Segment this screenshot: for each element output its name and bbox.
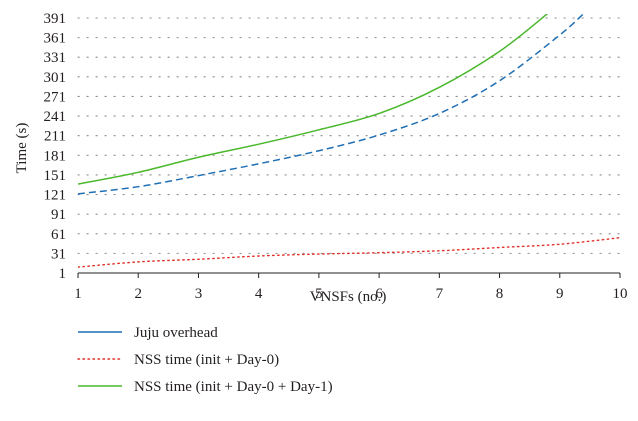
y-tick-label: 361 [44, 31, 67, 47]
y-tick-label: 121 [44, 188, 67, 204]
y-tick-label: 181 [44, 148, 67, 164]
x-axis-title: VNSFs (no.) [310, 289, 387, 305]
legend-label: NSS time (init + Day-0 + Day-1) [134, 379, 333, 395]
x-tick-label: 9 [556, 286, 564, 302]
series-line-3 [78, 14, 549, 185]
x-tick-label: 5 [315, 286, 323, 302]
series-line-2 [78, 236, 620, 268]
x-tick-label: 3 [195, 286, 203, 302]
x-tick-label: 10 [613, 286, 628, 302]
y-tick-label: 241 [44, 109, 67, 125]
y-tick-label: 301 [44, 70, 67, 86]
x-tick-label: 6 [375, 286, 383, 302]
y-axis: 1 31 61 91 121 151 181 211 241 271 301 331 361 391 [44, 11, 67, 282]
y-tick-label: 1 [59, 266, 67, 282]
series-group [78, 14, 620, 268]
y-tick-label: 391 [44, 11, 67, 27]
grid [77, 17, 621, 254]
y-tick-label: 151 [44, 168, 67, 184]
legend: Juju overhead NSS time (init + Day-0) NSS … [77, 325, 333, 395]
x-tick-label: 7 [436, 286, 444, 302]
y-tick-label: 271 [44, 89, 67, 105]
x-tick-label: 2 [134, 286, 142, 302]
y-tick-label: 31 [51, 246, 66, 262]
x-tick-label: 1 [74, 286, 82, 302]
y-tick-label: 211 [44, 129, 66, 145]
x-tick-label: 4 [255, 286, 263, 302]
y-tick-label: 91 [51, 207, 66, 223]
y-tick-label: 61 [51, 227, 66, 243]
legend-label: NSS time (init + Day-0) [134, 352, 279, 368]
y-axis-title: Time (s) [14, 123, 30, 174]
legend-label: Juju overhead [134, 325, 218, 341]
y-tick-label: 331 [44, 50, 67, 66]
x-axis: 1 2 3 4 5 6 7 8 9 10 [74, 272, 628, 302]
x-tick-label: 8 [496, 286, 504, 302]
series-line-1 [78, 14, 585, 195]
